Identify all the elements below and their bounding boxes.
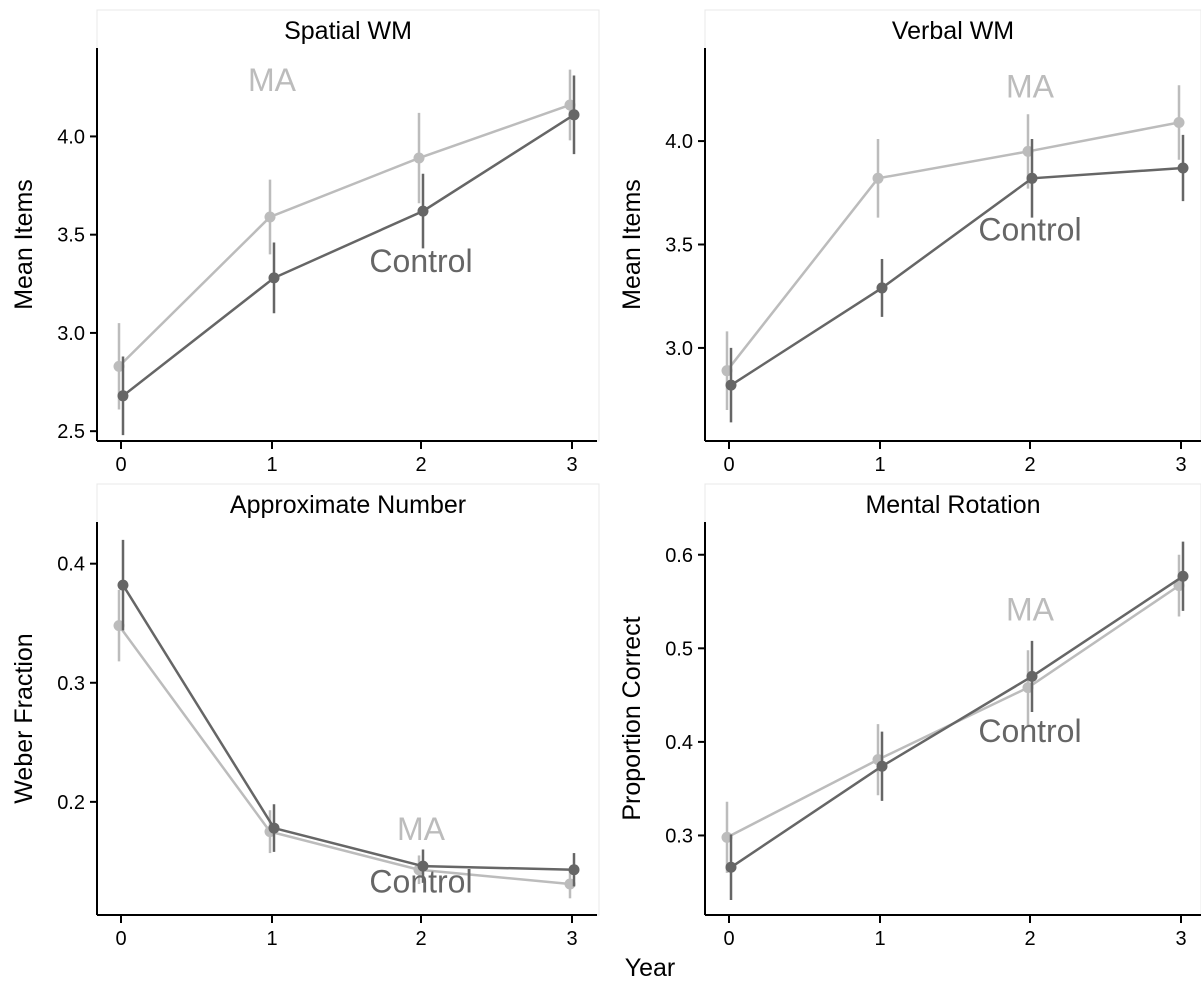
series-line-control <box>730 166 1184 387</box>
x-tick-label: 1 <box>266 454 277 476</box>
x-tick-label: 2 <box>415 454 426 476</box>
y-tick-label: 0.3 <box>665 825 693 847</box>
data-point-control <box>417 205 429 217</box>
data-point-control <box>268 822 280 834</box>
series-label-control: Control <box>369 243 472 279</box>
y-tick-label: 0.3 <box>57 673 85 695</box>
series-line-ma <box>118 103 571 368</box>
y-tick-label: 2.5 <box>57 421 85 443</box>
series-label-control: Control <box>978 713 1081 749</box>
y-tick-label: 4.0 <box>57 126 85 148</box>
x-tick-label: 1 <box>874 454 885 476</box>
data-point-control <box>117 579 129 591</box>
data-point-control <box>117 390 129 402</box>
series-line-control <box>122 113 575 397</box>
data-point-ma <box>1173 116 1185 128</box>
series-line-ma <box>117 624 571 886</box>
y-tick-label: 0.6 <box>665 545 693 567</box>
series-label-control: Control <box>369 863 472 899</box>
data-point-control <box>876 282 888 294</box>
series-label-ma: MA <box>397 811 446 847</box>
y-tick-label: 0.5 <box>665 638 693 660</box>
y-tick-label: 3.5 <box>57 225 85 247</box>
panel-title: Approximate Number <box>230 491 466 519</box>
data-point-control <box>1026 172 1038 184</box>
data-point-ma <box>264 211 276 223</box>
series-label-ma: MA <box>1006 591 1055 627</box>
x-tick-label: 0 <box>723 454 734 476</box>
plot-background <box>704 483 1201 916</box>
data-point-control <box>568 109 580 121</box>
panel-title: Mental Rotation <box>865 491 1040 519</box>
panel-4: Mental Rotation 0.3 0.4 0.5 0.6 0 1 2 3 Proportio… <box>618 483 1201 950</box>
data-point-control <box>1177 162 1189 174</box>
panel-3: Approximate Number 0.2 0.3 0.4 0 1 2 3 Weber Fra… <box>10 483 600 950</box>
panel-title: Spatial WM <box>284 17 412 45</box>
data-point-control <box>725 861 737 873</box>
panel-title: Verbal WM <box>892 17 1014 45</box>
x-tick-label: 3 <box>566 454 577 476</box>
plot-background <box>96 9 600 442</box>
x-tick-label: 3 <box>1175 454 1186 476</box>
x-tick-label: 2 <box>1024 928 1035 950</box>
data-point-ma <box>413 152 425 164</box>
data-point-control <box>876 760 888 772</box>
x-tick-label: 0 <box>115 454 126 476</box>
data-point-control <box>725 379 737 391</box>
y-tick-label: 0.4 <box>57 554 85 576</box>
data-point-control <box>568 864 580 876</box>
panel-2: Verbal WM 3.0 3.5 4.0 0 1 2 3 Mean Items MA Contro… <box>618 9 1201 476</box>
plot-background <box>96 483 600 916</box>
x-tick-label: 2 <box>415 928 426 950</box>
x-tick-label: 2 <box>1024 454 1035 476</box>
series-line-control <box>730 575 1184 869</box>
data-point-ma <box>872 172 884 184</box>
y-tick-label: 0.2 <box>57 792 85 814</box>
y-tick-label: 3.0 <box>665 338 693 360</box>
data-point-control <box>417 860 429 872</box>
y-axis-label: Weber Fraction <box>10 633 38 803</box>
y-axis-label: Proportion Correct <box>618 616 646 820</box>
x-tick-label: 3 <box>1175 928 1186 950</box>
y-tick-label: 0.4 <box>665 732 693 754</box>
panel-1: Spatial WM 2.5 3.0 3.5 4.0 0 1 2 3 Mean Items MA Co… <box>10 9 600 476</box>
series-label-ma: MA <box>248 62 297 98</box>
data-point-control <box>1177 570 1189 582</box>
series-label-ma: MA <box>1006 69 1055 105</box>
x-tick-label: 0 <box>115 928 126 950</box>
x-tick-label: 0 <box>723 928 734 950</box>
data-point-control <box>268 272 280 284</box>
x-tick-label: 3 <box>566 928 577 950</box>
x-tick-label: 1 <box>266 928 277 950</box>
y-tick-label: 4.0 <box>665 131 693 153</box>
series-line-ma <box>726 121 1180 372</box>
y-axis-label: Mean Items <box>618 179 646 310</box>
data-point-control <box>1026 670 1038 682</box>
y-tick-label: 3.0 <box>57 323 85 345</box>
series-label-control: Control <box>978 211 1081 247</box>
y-axis-label: Mean Items <box>10 179 38 310</box>
x-tick-label: 1 <box>874 928 885 950</box>
x-axis-label: Year <box>625 954 676 981</box>
series-line-control <box>121 584 575 871</box>
plot-background <box>704 9 1201 442</box>
y-tick-label: 3.5 <box>665 235 693 257</box>
